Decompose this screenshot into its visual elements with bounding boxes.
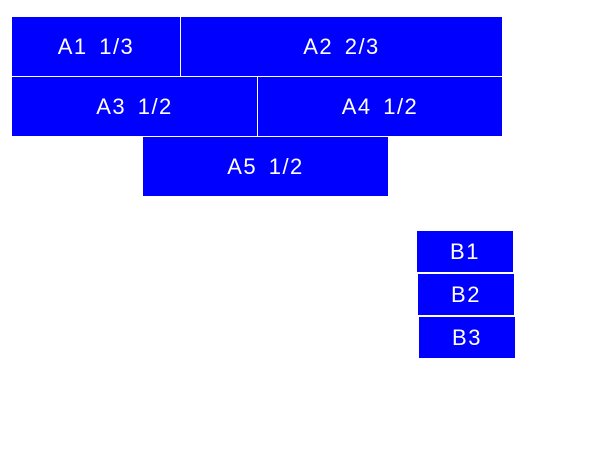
box-b3[interactable]: B3 (419, 317, 515, 358)
box-a5[interactable]: A5 1/2 (143, 137, 388, 196)
box-b2[interactable]: B2 (418, 274, 514, 315)
box-b1[interactable]: B1 (417, 231, 513, 272)
box-a4[interactable]: A4 1/2 (258, 77, 502, 136)
box-a2[interactable]: A2 2/3 (181, 17, 502, 76)
box-a1[interactable]: A1 1/3 (12, 17, 180, 76)
box-a3[interactable]: A3 1/2 (12, 77, 257, 136)
